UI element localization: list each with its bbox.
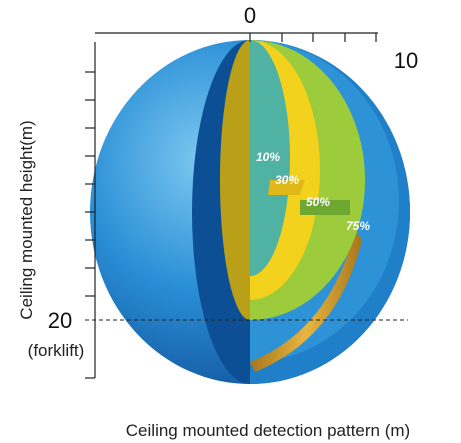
zone-label: 50% xyxy=(306,195,330,209)
top-axis xyxy=(95,32,378,42)
x-label: Ceiling mounted detection pattern (m) xyxy=(126,421,410,440)
zone-label: 30% xyxy=(275,173,299,187)
left-mark: 20 xyxy=(48,308,72,333)
top-start: 0 xyxy=(244,3,256,28)
left-mark-note: (forklift) xyxy=(28,341,85,360)
left-axis xyxy=(85,42,96,379)
sphere xyxy=(90,40,410,384)
zone-label: 75% xyxy=(346,219,370,233)
zone-label: 10% xyxy=(256,150,280,164)
y-label: Ceiling mounted height(m) xyxy=(17,120,36,319)
top-end: 10 xyxy=(394,48,418,73)
